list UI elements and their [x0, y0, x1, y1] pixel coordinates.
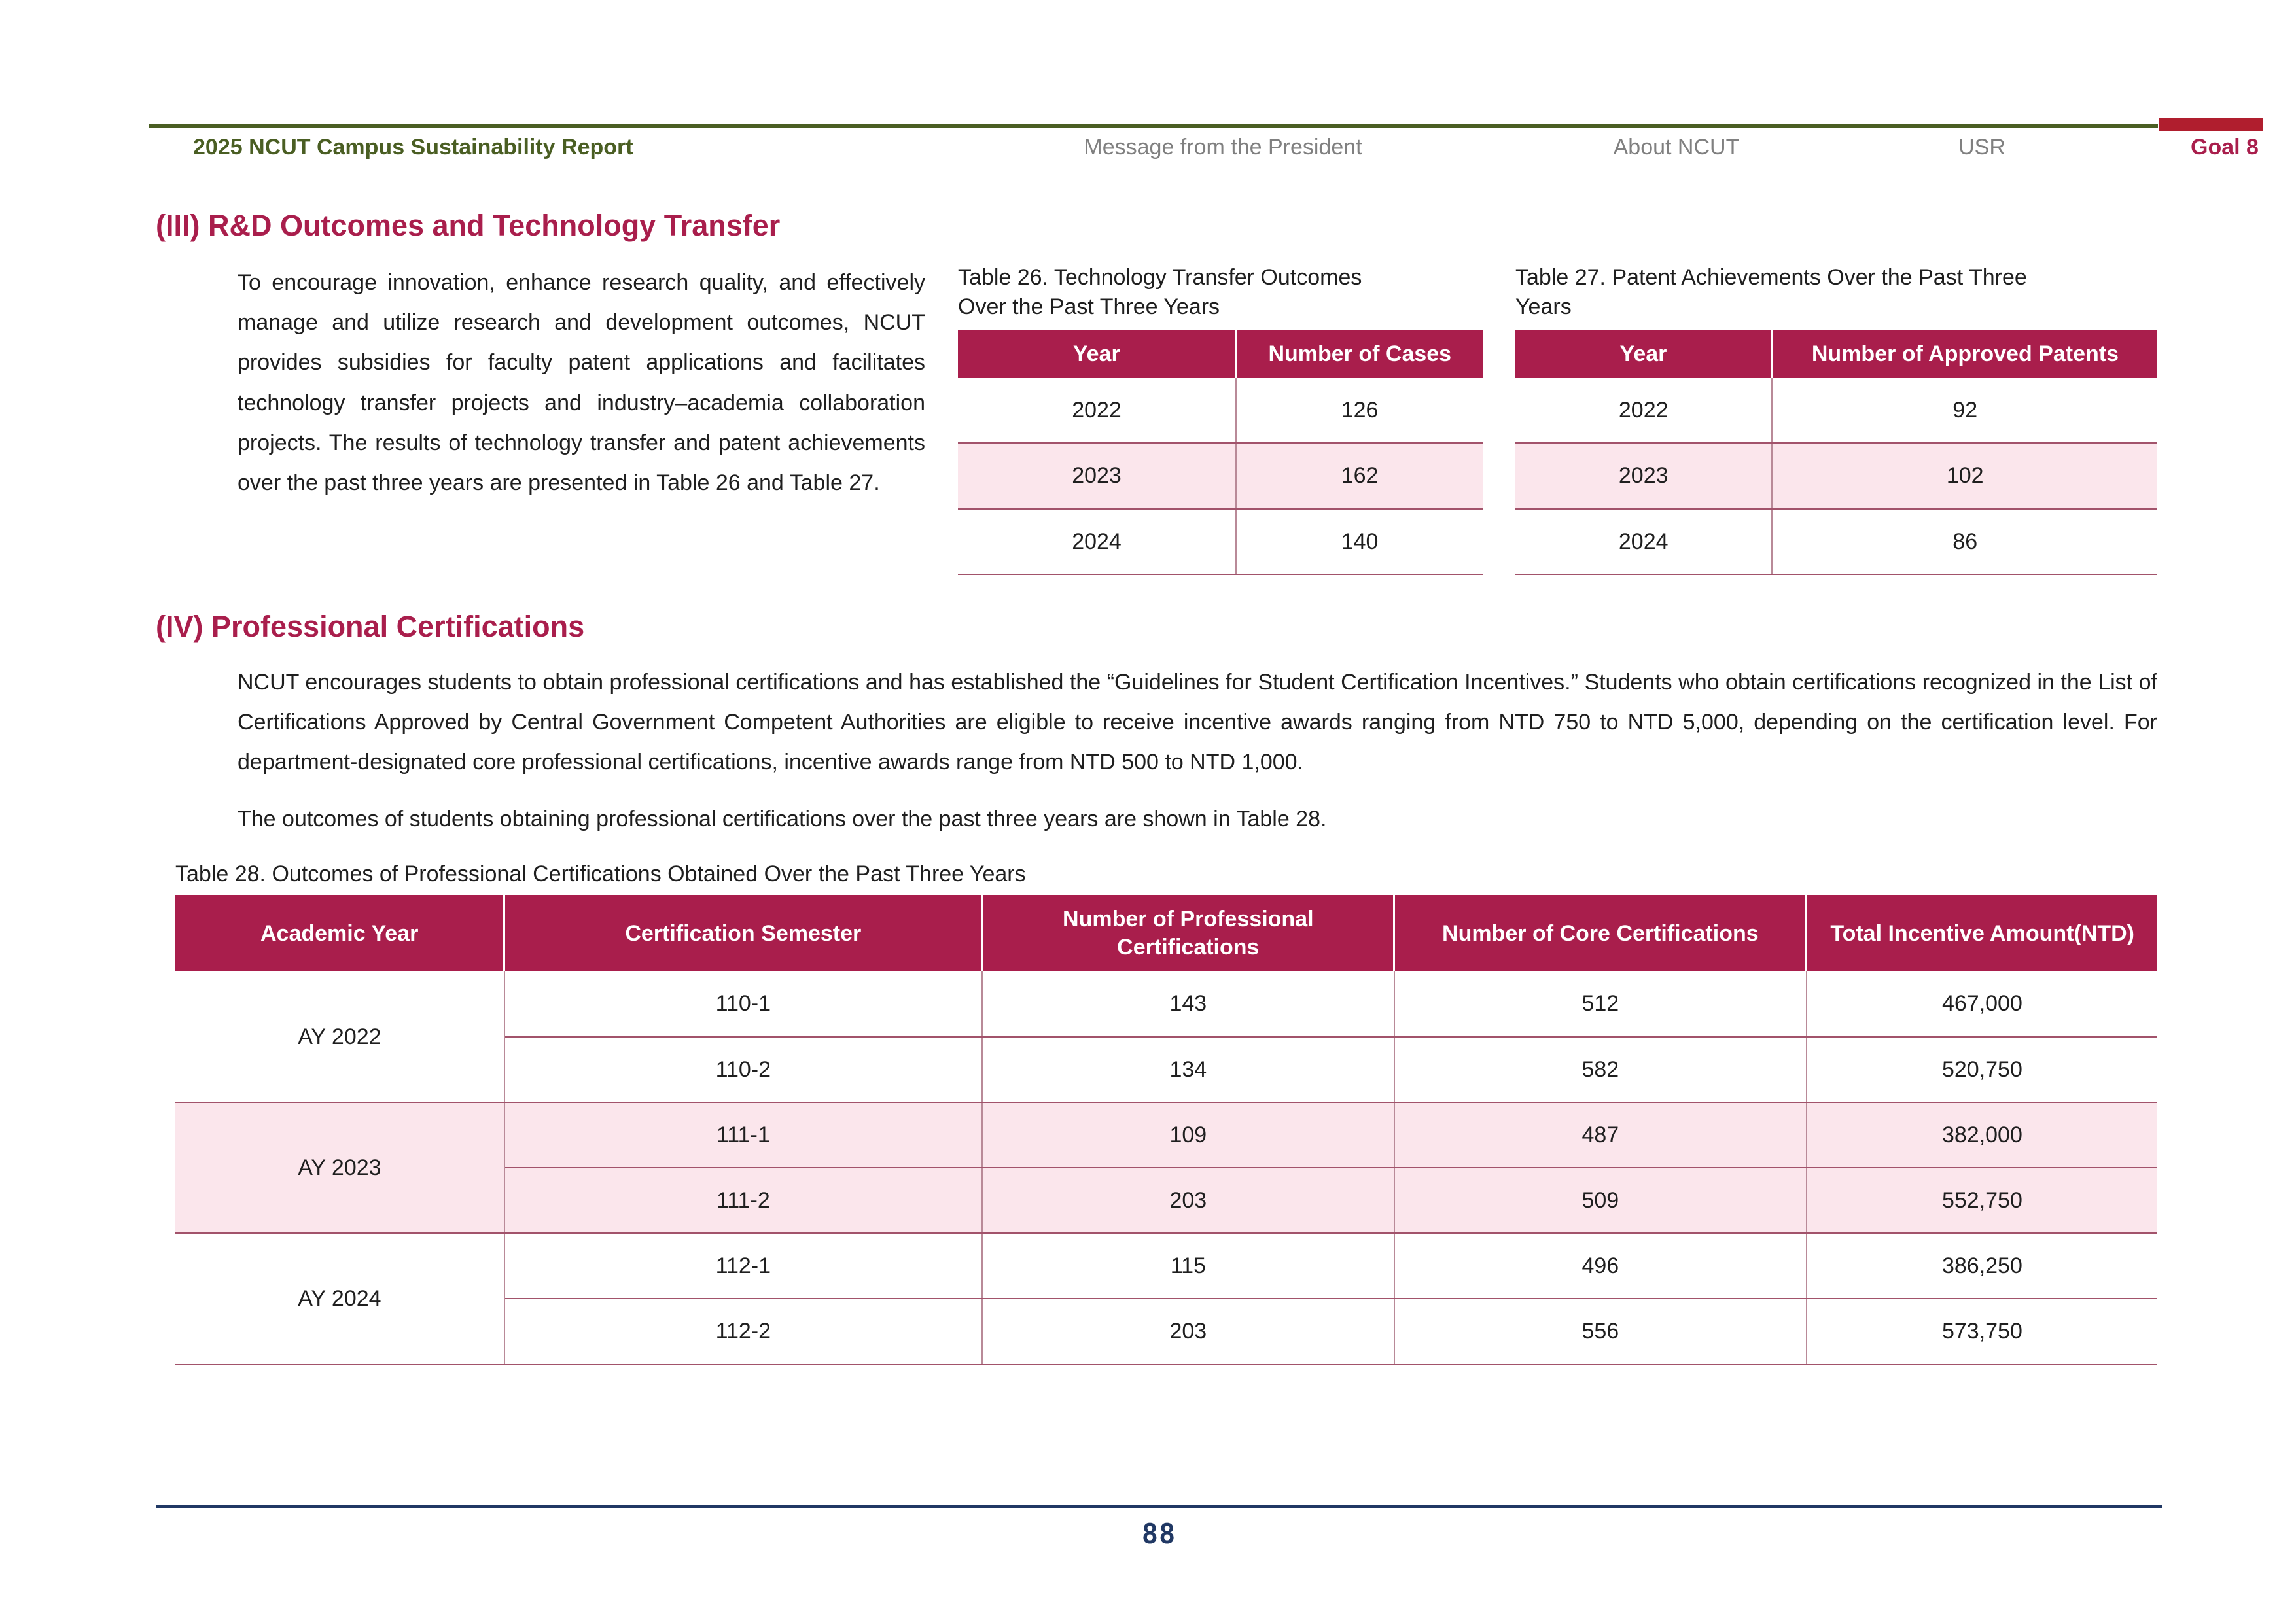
table28-block: Table 28. Outcomes of Professional Certi… [175, 860, 2157, 1365]
table-header-row: Academic Year Certification Semester Num… [175, 895, 2157, 972]
table-row: AY 2024 112-1 115 496 386,250 [175, 1233, 2157, 1365]
table-cell: 115 [981, 1233, 1395, 1300]
table26-caption: Table 26. Technology Transfer Outcomes O… [958, 265, 1362, 319]
group-ay2024: AY 2024 112-1 115 496 386,250 112-2 203 … [175, 1233, 2157, 1365]
table-cell: 582 [1394, 1036, 1807, 1103]
table-cell: 143 [981, 971, 1395, 1038]
nav-item-about-ncut[interactable]: About NCUT [1613, 135, 1740, 160]
column-header: Year [958, 329, 1237, 379]
column-header: Number of Professional Certifications [981, 895, 1396, 972]
table-cell: 520,750 [1806, 1036, 2157, 1103]
nav-item-goal8-active[interactable]: Goal 8 [2191, 135, 2259, 160]
section4-paragraph1: NCUT encourages students to obtain profe… [238, 669, 2157, 775]
column-header: Total Incentive Amount(NTD) [1806, 895, 2157, 972]
table-cell: 112-2 [504, 1299, 983, 1365]
table-row: 2024 140 [958, 508, 1483, 575]
table-cell: 386,250 [1806, 1233, 2157, 1300]
group-ay2022: AY 2022 110-1 143 512 467,000 110-2 134 … [175, 971, 2157, 1103]
table-cell: 111-2 [504, 1168, 983, 1234]
academic-year-cell: AY 2022 [175, 971, 505, 1103]
column-header: Year [1515, 329, 1773, 379]
table-cell: 2024 [1515, 508, 1773, 575]
table-row: 2022 126 [958, 378, 1483, 444]
page-content: (III) R&D Outcomes and Technology Transf… [156, 208, 2157, 1365]
table-cell: 2023 [958, 443, 1237, 510]
table-cell: 2024 [958, 508, 1237, 575]
column-header: Number of Cases [1236, 329, 1483, 379]
table-cell: 109 [981, 1102, 1395, 1169]
table-cell: 556 [1394, 1299, 1807, 1365]
section4-paragraph2: The outcomes of students obtaining profe… [238, 807, 1327, 832]
table-header-row: Year Number of Cases [958, 329, 1483, 379]
section3-body: To encourage innovation, enhance researc… [156, 263, 2157, 575]
academic-year-cell: AY 2023 [175, 1102, 505, 1234]
footer-rule [156, 1505, 2162, 1508]
report-title: 2025 NCUT Campus Sustainability Report [193, 135, 633, 160]
table-row: 2023 102 [1515, 443, 2157, 510]
table-cell: 203 [981, 1299, 1395, 1365]
table-cell: 573,750 [1806, 1299, 2157, 1365]
table-cell: 110-2 [504, 1036, 983, 1103]
table27-caption: Table 27. Patent Achievements Over the P… [1515, 265, 2027, 319]
table28: Academic Year Certification Semester Num… [175, 895, 2157, 1365]
table-cell: 382,000 [1806, 1102, 2157, 1169]
table-cell: 111-1 [504, 1102, 983, 1169]
table-cell: 496 [1394, 1233, 1807, 1300]
table-cell: 467,000 [1806, 971, 2157, 1038]
header-rule [149, 124, 2158, 128]
column-header: Certification Semester [504, 895, 983, 972]
table-cell: 2022 [958, 378, 1237, 444]
table-row: 2024 86 [1515, 508, 2157, 575]
column-header: Number of Approved Patents [1772, 329, 2157, 379]
section3-heading: (III) R&D Outcomes and Technology Transf… [156, 209, 781, 242]
column-header: Number of Core Certifications [1394, 895, 1808, 972]
academic-year-cell: AY 2024 [175, 1233, 505, 1365]
table-cell: 112-1 [504, 1233, 983, 1300]
table-cell: 140 [1236, 508, 1483, 575]
table-cell: 162 [1236, 443, 1483, 510]
table-cell: 102 [1772, 443, 2157, 510]
table-row: 2022 92 [1515, 378, 2157, 444]
section3-paragraph: To encourage innovation, enhance researc… [238, 270, 925, 495]
table-row: 112-2 203 556 573,750 [175, 1299, 2157, 1365]
table-cell: 86 [1772, 508, 2157, 575]
table-row: AY 2023 111-1 109 487 382,000 [175, 1102, 2157, 1234]
nav-item-usr[interactable]: USR [1958, 135, 2005, 160]
page-number: 88 [1141, 1518, 1176, 1550]
table-cell: 487 [1394, 1102, 1807, 1169]
table-row: 110-2 134 582 520,750 [175, 1036, 2157, 1103]
table-cell: 2023 [1515, 443, 1773, 510]
table-header-row: Year Number of Approved Patents [1515, 329, 2157, 379]
section4-heading: (IV) Professional Certifications [156, 609, 585, 643]
table27: Year Number of Approved Patents 2022 92 … [1515, 329, 2157, 575]
table-cell: 126 [1236, 378, 1483, 444]
table27-block: Table 27. Patent Achievements Over the P… [1515, 263, 2157, 575]
table28-caption: Table 28. Outcomes of Professional Certi… [175, 861, 1026, 886]
nav-item-message-from-president[interactable]: Message from the President [1084, 135, 1362, 160]
table-cell: 2022 [1515, 378, 1773, 444]
table-cell: 203 [981, 1168, 1395, 1234]
table26-block: Table 26. Technology Transfer Outcomes O… [958, 263, 1483, 575]
table-cell: 509 [1394, 1168, 1807, 1234]
table26: Year Number of Cases 2022 126 2023 162 [958, 329, 1483, 575]
table-cell: 134 [981, 1036, 1395, 1103]
table-cell: 92 [1772, 378, 2157, 444]
group-ay2023: AY 2023 111-1 109 487 382,000 111-2 203 … [175, 1102, 2157, 1234]
table-row: 111-2 203 509 552,750 [175, 1168, 2157, 1234]
column-header: Academic Year [175, 895, 506, 972]
active-tab-indicator [2159, 118, 2263, 131]
table-cell: 512 [1394, 971, 1807, 1038]
table-cell: 552,750 [1806, 1168, 2157, 1234]
table-row: AY 2022 110-1 143 512 467,000 [175, 971, 2157, 1103]
table-cell: 110-1 [504, 971, 983, 1038]
table-row: 2023 162 [958, 443, 1483, 510]
